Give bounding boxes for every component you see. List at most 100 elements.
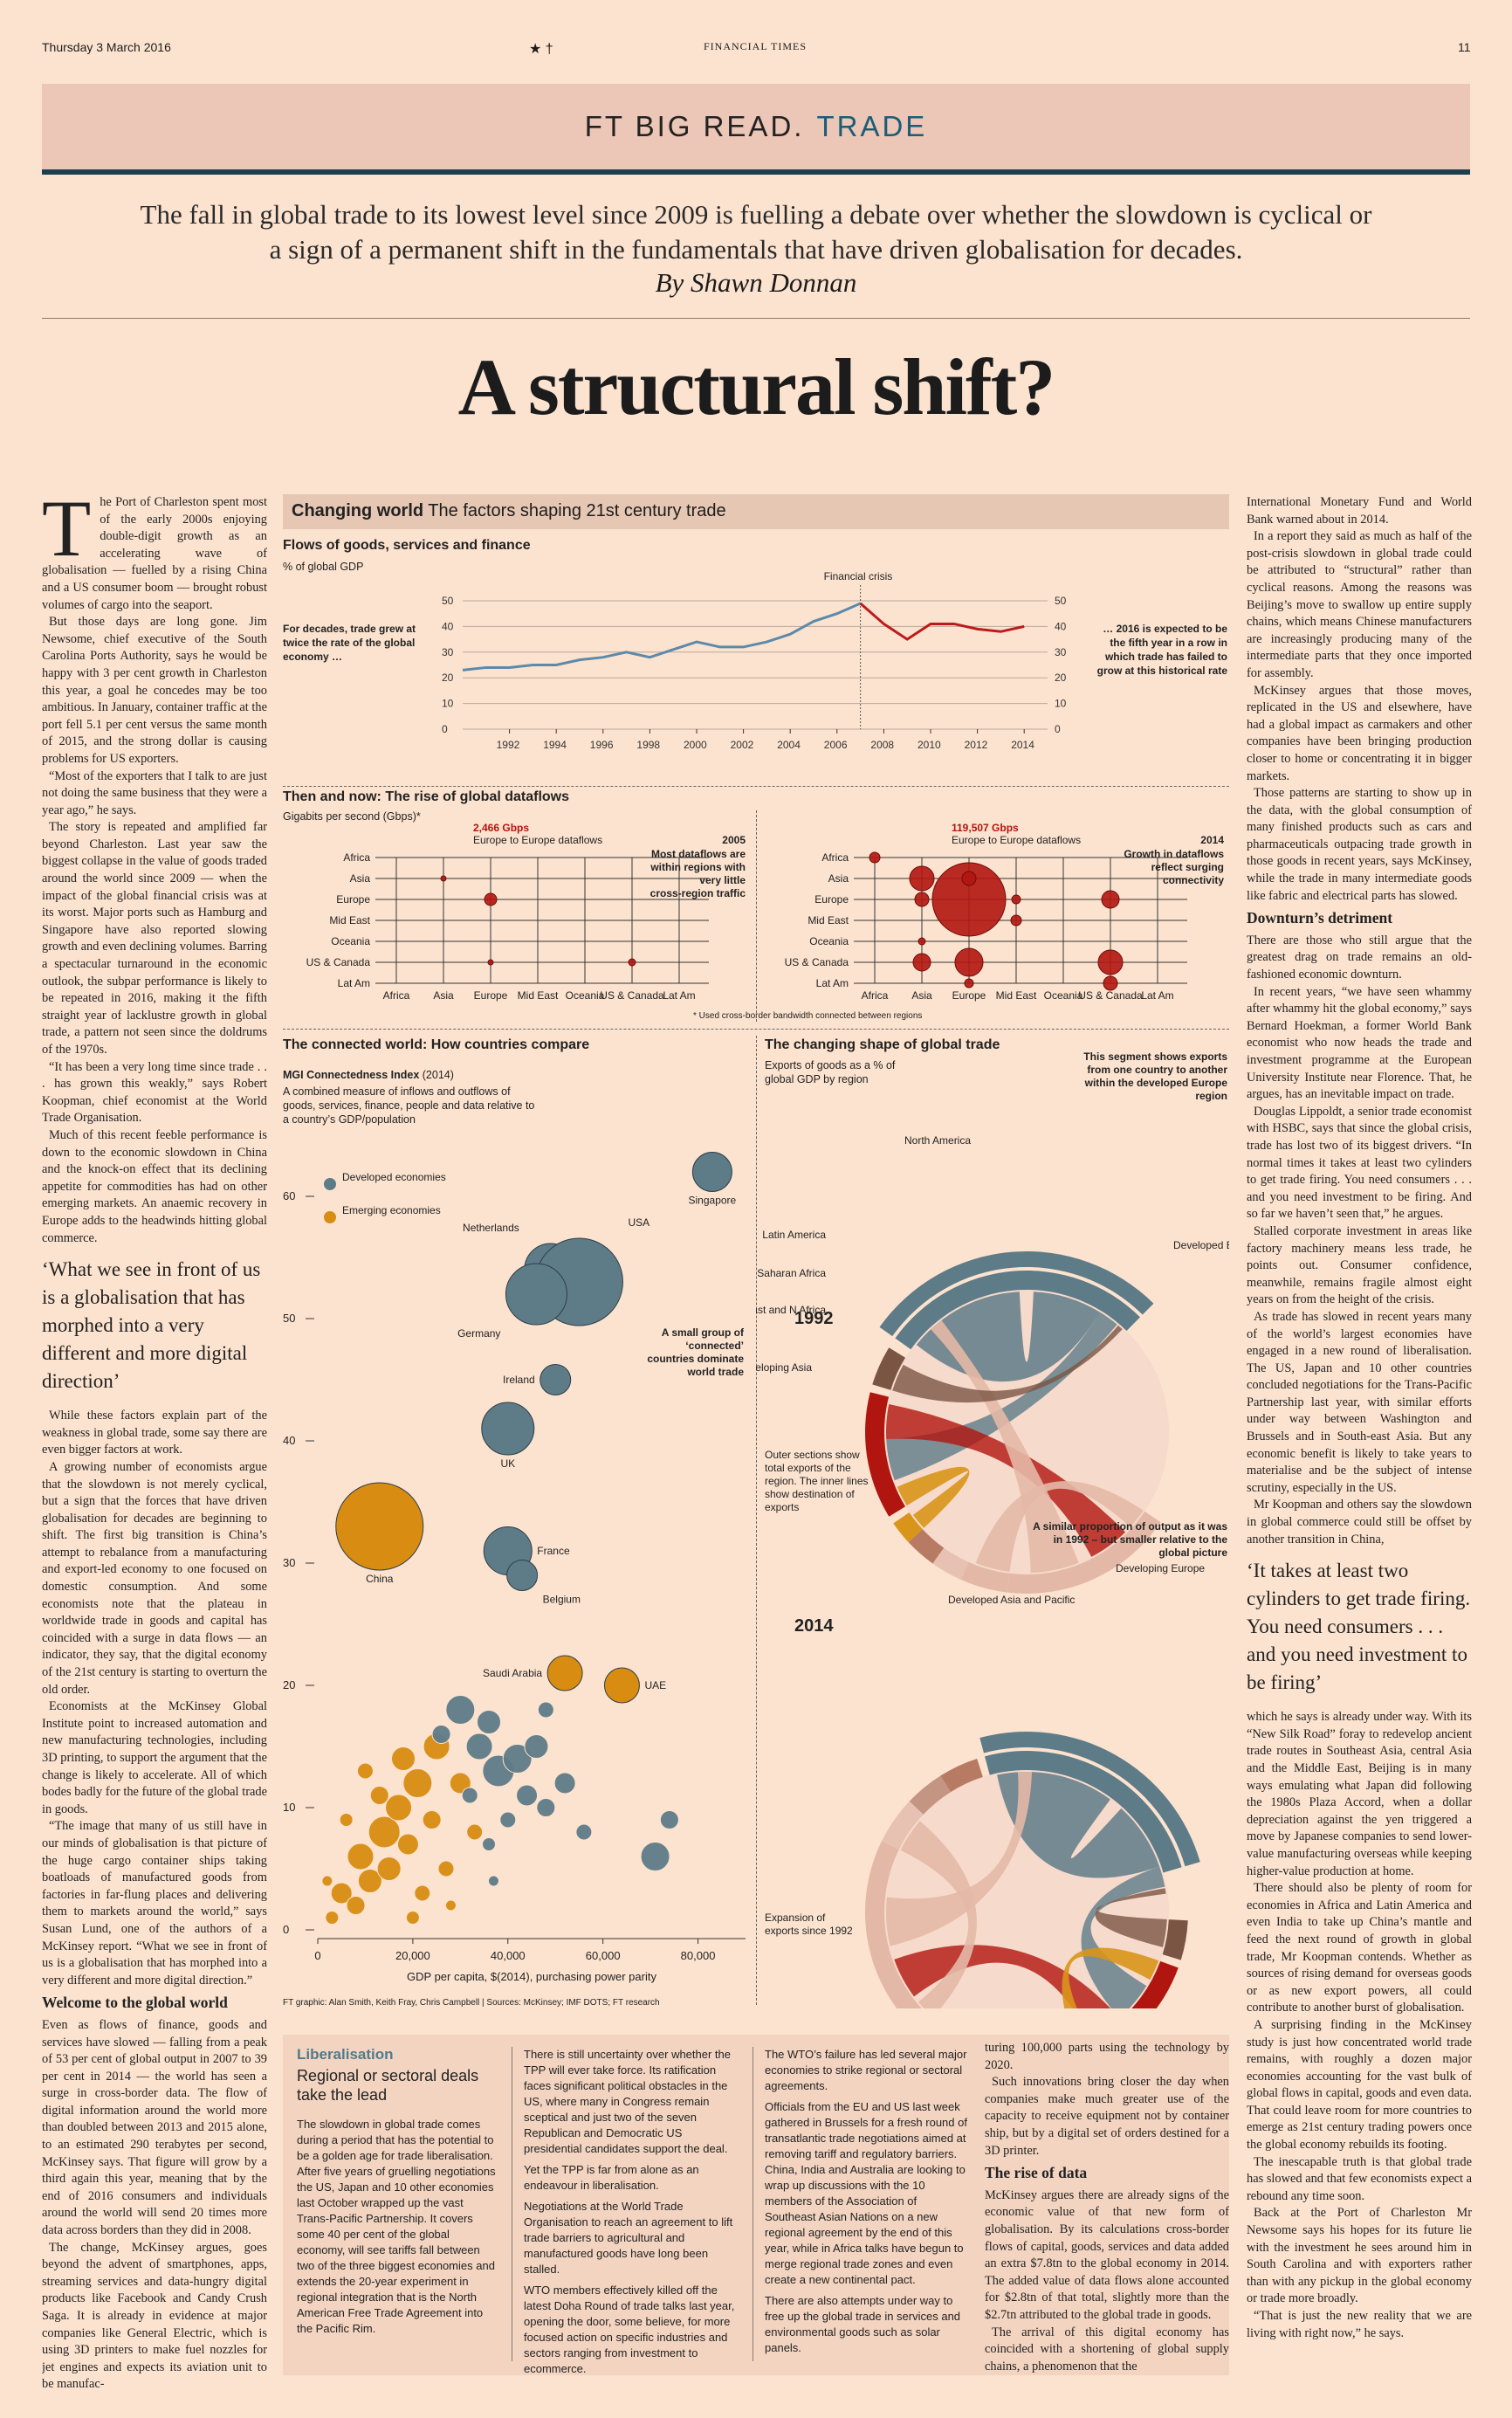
country-bubble-china [335,1482,424,1571]
country-bubble [502,1744,533,1774]
dataflows-title: Then and now: The rise of global dataflo… [283,789,570,804]
paragraph: Yet the TPP is far from alone as an ende… [524,2163,699,2192]
subhead: Downturn’s detriment [1247,909,1393,927]
paragraph: McKinsey argues there are already signs … [985,2187,1229,2322]
paragraph: In recent years, “we have seen whammy af… [1247,984,1472,1102]
col-label: US & Canada [1078,989,1143,1002]
x-tick-label: 1992 [497,739,520,751]
lib-column-3: The WTO’s failure has led several major … [765,2047,969,2361]
region-arc [908,1529,945,1564]
col-label: Oceania [566,989,605,1002]
row-label: Oceania [809,935,849,947]
paragraph: Economists at the McKinsey Global Instit… [42,1699,267,1816]
paragraph: In a report they said as much as half of… [1247,529,1472,680]
paragraph: As trade has slowed in recent years many… [1247,1309,1472,1495]
paragraph: The inescapable truth is that global tra… [1247,2154,1472,2203]
pull-quote: ‘It takes at least two cylinders to get … [1247,1560,1471,1694]
country-label: China [366,1573,394,1585]
standfirst: The fall in global trade to its lowest l… [140,199,1372,265]
banner-section: TRADE [816,110,928,142]
x-tick-label: 2002 [731,739,754,751]
country-bubble [422,1810,442,1829]
legend-marker-emerging [324,1211,336,1223]
country-bubble [445,1695,476,1725]
chord-note: Expansion of exports since 1992 [765,1912,853,1937]
country-bubble [431,1725,451,1744]
divider [756,1036,757,2005]
dataflow-bubble [440,875,447,882]
country-bubble-germany [505,1263,567,1326]
headline: A structural shift? [457,342,1056,431]
x-tick-label: 2012 [965,739,988,751]
region-label: North America [904,1134,971,1147]
region-arc [882,1801,924,1850]
y-tick-label-right: 30 [1055,646,1067,658]
country-bubble-belgium [506,1560,539,1591]
country-bubble [402,1768,433,1798]
paragraph: turing 100,000 parts using the technolog… [985,2041,1229,2072]
paragraph: The story is repeated and amplified far … [42,820,267,1057]
x-tick-label: 2008 [870,739,894,751]
paragraph: The change, McKinsey argues, goes beyond… [42,2240,267,2392]
row-label: Africa [343,851,370,864]
graphic-header [283,494,1229,529]
col-label: Mid East [996,989,1037,1002]
paragraph: There are those who still argue that the… [1247,933,1472,982]
chord-note: A similar proportion of output as it was… [1033,1520,1227,1559]
country-label: UAE [644,1679,666,1691]
chord-title: The changing shape of global trade [765,1037,1000,1052]
region-arc [932,1547,969,1580]
y-tick-label: 40 [283,1434,295,1447]
panel-year: 2014 [1200,834,1224,846]
row-label: Africa [821,851,849,864]
country-bubble-ireland [540,1364,572,1395]
col-label: Africa [862,989,889,1002]
drop-cap: T [42,494,92,573]
panel-note: Growth in dataflows reflect surging connec… [1124,848,1224,886]
y-tick-label-right: 10 [1055,698,1067,710]
page-number: 11 [1458,40,1471,54]
paragraph: WTO members effectively killed off the l… [524,2284,735,2375]
chord-ribbon [900,1821,977,2008]
x-tick-label: 1996 [590,739,614,751]
x-tick-label: 1994 [543,739,567,751]
region-arc [893,1512,923,1543]
dataflow-bubble [869,851,881,864]
country-label: Ireland [503,1374,535,1386]
country-bubble [357,1869,382,1893]
dataflow-bubble [1097,949,1124,975]
legend-label-emerging: Emerging economies [342,1204,441,1216]
x-tick-label: 40,000 [491,1949,526,1962]
dataflow-bubble [1010,914,1022,927]
x-tick-label: 2004 [777,739,801,751]
outer-region-arc [879,1251,1154,1337]
country-label: Saudi Arabia [483,1667,542,1679]
paragraph: A growing number of economists argue tha… [42,1459,267,1697]
country-bubble [477,1710,501,1734]
bubble-chart: 0 10 20 30 40 50 60 0 20,000 40,000 60,000 80,000 GD… [283,1152,746,1983]
paragraph: “It has been a very long time since trad… [42,1059,267,1126]
row-label: Mid East [329,914,370,927]
row-label: US & Canada [785,956,849,968]
chord-ribbon [975,1481,1144,1572]
bubble-index-label: MGI Connectedness Index (2014) [283,1069,454,1081]
country-bubble-uk [481,1402,535,1456]
paragraph: There are also attempts under way to fre… [765,2294,961,2354]
paragraph: The WTO’s failure has led several major … [765,2048,967,2092]
x-tick-label: 1998 [636,739,660,751]
paragraph: Such innovations bring closer the day wh… [985,2075,1229,2158]
country-bubble [659,1810,679,1829]
x-tick-label: 2010 [918,739,941,751]
paragraph: “That is just the new reality that we ar… [1247,2309,1472,2340]
row-label: Europe [336,893,370,906]
dataflow-bubble [909,865,935,892]
col-label: Europe [952,989,986,1002]
country-bubble [396,1833,419,1856]
byline: By Shawn Donnan [655,267,857,298]
chord-ribbon [1095,1888,1167,1947]
country-label: France [537,1545,570,1557]
paragraph: he Port of Charleston spent most of the … [42,495,267,612]
issue-date: Thursday 3 March 2016 [42,40,171,54]
chord-ribbon [886,1404,1126,1557]
country-label: Belgium [543,1594,581,1606]
